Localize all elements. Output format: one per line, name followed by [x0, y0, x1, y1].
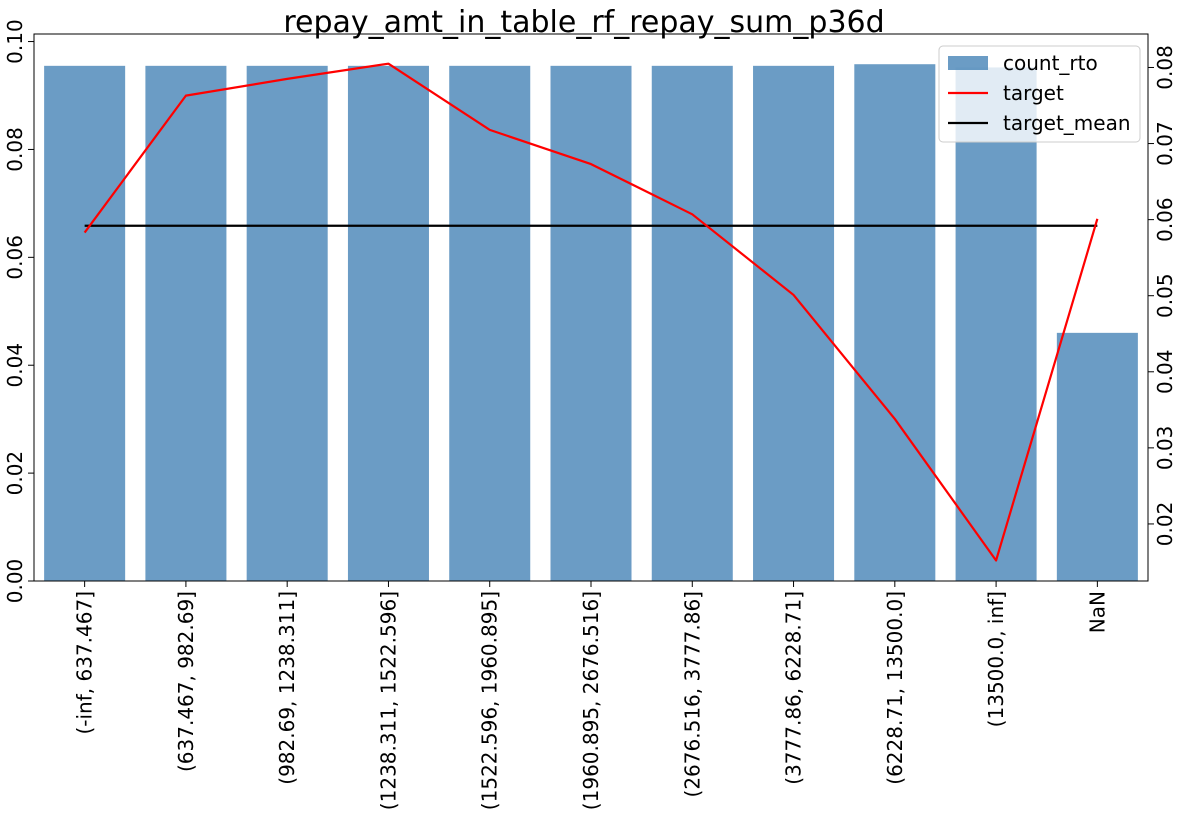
chart-title: repay_amt_in_table_rf_repay_sum_p36d	[283, 5, 884, 40]
bar-5	[550, 65, 632, 581]
right-tick-label: 0.03	[1153, 426, 1177, 471]
bar-0	[44, 65, 126, 581]
x-tick-label: (-inf, 637.467]	[73, 591, 97, 735]
legend-label-target-mean: target_mean	[1003, 111, 1131, 135]
lines	[83, 62, 1099, 562]
legend-swatch-count-rto	[948, 56, 988, 70]
x-tick-label: (982.69, 1238.311]	[275, 591, 299, 785]
x-tick-label: (2676.516, 3777.86]	[680, 591, 704, 797]
bar-1	[145, 65, 227, 581]
bar-9	[955, 67, 1037, 581]
x-tick-label: (1522.596, 1960.895]	[478, 591, 502, 810]
right-tick-label: 0.02	[1153, 502, 1177, 547]
bar-2	[246, 65, 328, 581]
legend-box	[938, 45, 1141, 143]
left-tick-label: 0.04	[3, 343, 27, 388]
axes: 0.00 0.02 0.04 0.06 0.08 0.10 0.02 0.03 0.04 0.05…	[3, 19, 1177, 810]
bar-10	[1056, 332, 1138, 581]
x-tick-label: (3777.86, 6228.71]	[782, 591, 806, 785]
right-tick-label: 0.08	[1153, 45, 1177, 90]
x-tick-label: (1960.895, 2676.516]	[579, 591, 603, 810]
x-tick-label: (1238.311, 1522.596]	[376, 591, 400, 810]
x-tick-label: NaN	[1085, 591, 1109, 633]
series-line-target	[83, 62, 1099, 562]
left-tick-label: 0.08	[3, 127, 27, 172]
legend-label-target: target	[1003, 81, 1064, 105]
right-tick-label: 0.06	[1153, 197, 1177, 242]
left-tick-label: 0.00	[3, 559, 27, 604]
bar-6	[651, 65, 733, 581]
right-tick-label: 0.04	[1153, 350, 1177, 395]
right-tick-label: 0.05	[1153, 273, 1177, 318]
x-tick-label: (13500.0, inf]	[984, 591, 1008, 727]
bar-7	[753, 65, 835, 581]
left-tick-label: 0.06	[3, 235, 27, 280]
x-tick-label: (6228.71, 13500.0]	[883, 591, 907, 785]
left-tick-label: 0.10	[3, 19, 27, 64]
bar-4	[449, 65, 531, 581]
bar-8	[854, 64, 936, 581]
left-tick-label: 0.02	[3, 451, 27, 496]
bar-3	[347, 65, 429, 581]
x-tick-label: (637.467, 982.69]	[174, 591, 198, 772]
bars	[44, 64, 1138, 581]
legend-label-count-rto: count_rto	[1003, 51, 1098, 75]
right-tick-label: 0.07	[1153, 121, 1177, 166]
